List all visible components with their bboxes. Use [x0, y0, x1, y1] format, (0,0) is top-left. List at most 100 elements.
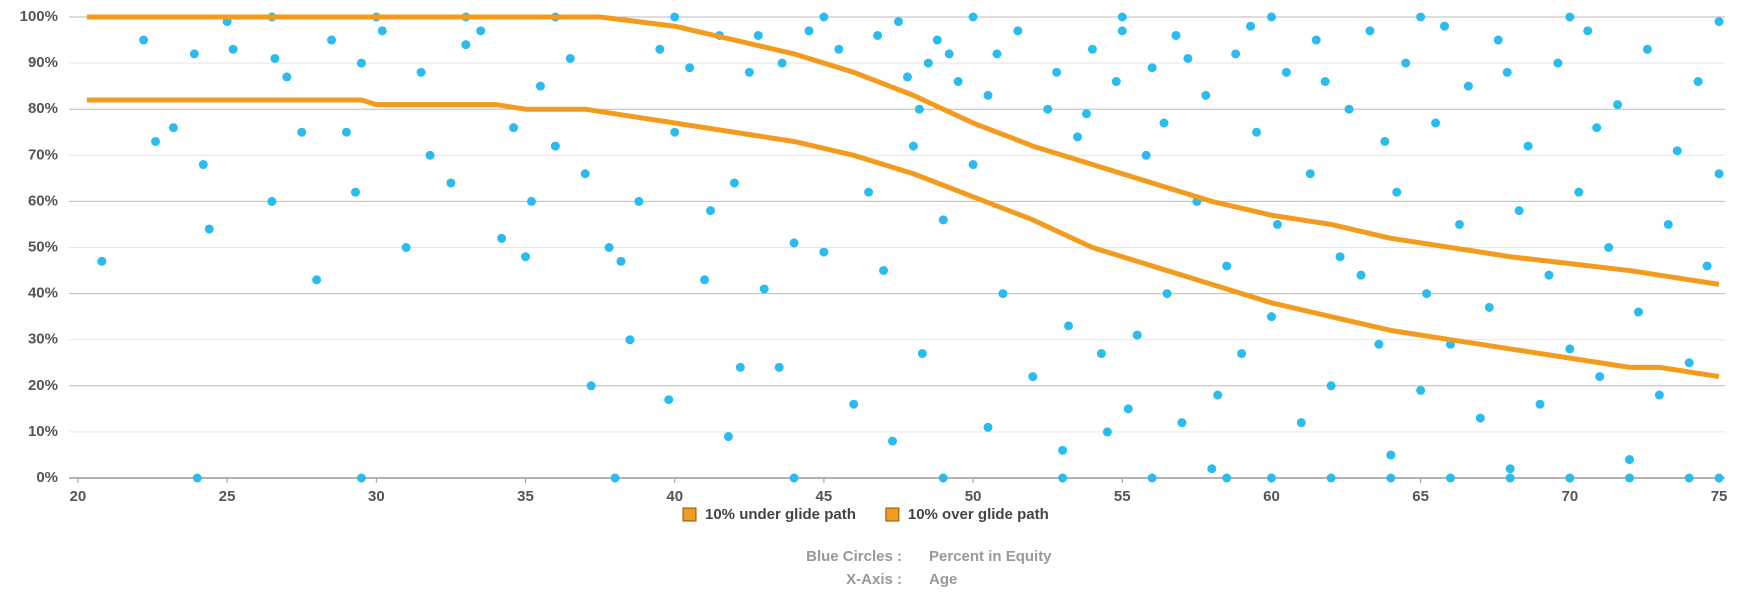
point	[1684, 358, 1694, 368]
point	[1043, 104, 1053, 114]
point	[1714, 169, 1724, 179]
point	[1663, 219, 1673, 229]
footer-value: Age	[929, 571, 957, 588]
point	[1445, 473, 1455, 483]
point	[1565, 473, 1575, 483]
point	[267, 196, 277, 206]
point	[1535, 399, 1545, 409]
point	[1326, 473, 1336, 483]
point	[953, 77, 963, 87]
point	[1454, 219, 1464, 229]
x-tick-label: 75	[1711, 488, 1728, 505]
point	[521, 252, 531, 262]
point	[1266, 312, 1276, 322]
point	[1463, 81, 1473, 91]
point	[1335, 252, 1345, 262]
point	[1213, 390, 1223, 400]
point	[777, 58, 787, 68]
point	[461, 40, 471, 50]
point	[341, 127, 351, 137]
point	[1401, 58, 1411, 68]
point	[377, 26, 387, 36]
point	[983, 422, 993, 432]
point	[446, 178, 456, 188]
point	[1422, 289, 1432, 299]
point	[356, 473, 366, 483]
x-tick-label: 30	[368, 488, 385, 505]
point	[819, 12, 829, 22]
point	[944, 49, 954, 59]
point	[97, 256, 107, 266]
point	[902, 72, 912, 82]
legend-swatch	[885, 507, 900, 522]
point	[923, 58, 933, 68]
point	[723, 432, 733, 442]
point	[270, 53, 280, 63]
point	[1311, 35, 1321, 45]
point	[350, 187, 360, 197]
point	[983, 90, 993, 100]
point	[1296, 418, 1306, 428]
point	[888, 436, 898, 446]
point	[1565, 344, 1575, 354]
point	[1625, 473, 1635, 483]
x-tick-label: 35	[517, 488, 534, 505]
point	[819, 247, 829, 257]
point	[655, 44, 665, 54]
point	[401, 243, 411, 252]
point	[1183, 53, 1193, 63]
point	[139, 35, 149, 45]
point	[616, 256, 626, 266]
glide-line	[86, 97, 1720, 380]
point	[1272, 219, 1282, 229]
point	[1553, 58, 1563, 68]
point	[1544, 270, 1554, 280]
point	[1672, 146, 1682, 156]
x-tick-label: 55	[1114, 488, 1131, 505]
point	[1266, 473, 1276, 483]
point	[1132, 330, 1142, 340]
point	[789, 238, 799, 248]
point	[706, 206, 716, 216]
point	[1326, 381, 1336, 391]
point	[1058, 445, 1068, 455]
y-tick-label: 0%	[36, 469, 58, 486]
point	[327, 35, 337, 45]
point	[1052, 67, 1062, 77]
point	[476, 26, 486, 36]
point	[1386, 450, 1396, 460]
point	[670, 127, 680, 137]
point	[282, 72, 292, 82]
point	[1416, 385, 1426, 395]
point	[1222, 261, 1232, 271]
point	[893, 17, 903, 27]
point	[700, 275, 710, 285]
x-tick-label: 20	[70, 488, 87, 505]
point	[1642, 44, 1652, 54]
y-tick-label: 70%	[28, 146, 58, 163]
point	[1117, 12, 1127, 22]
glide-line	[86, 14, 1720, 287]
point	[753, 30, 763, 40]
point	[1592, 123, 1602, 133]
footer-value: Percent in Equity	[929, 548, 1052, 565]
point	[1684, 473, 1694, 483]
point	[1654, 390, 1664, 400]
point	[759, 284, 769, 294]
point	[1117, 26, 1127, 36]
point	[1028, 372, 1038, 382]
point	[1177, 418, 1187, 428]
point	[1081, 109, 1091, 119]
point	[1386, 473, 1396, 483]
point	[625, 335, 635, 345]
point	[1633, 307, 1643, 317]
point	[1514, 206, 1524, 216]
point	[1604, 243, 1614, 252]
x-tick-label: 70	[1561, 488, 1578, 505]
point	[1565, 12, 1575, 22]
point	[509, 123, 519, 133]
legend-swatch	[682, 507, 697, 522]
point	[1073, 132, 1083, 142]
point	[744, 67, 754, 77]
